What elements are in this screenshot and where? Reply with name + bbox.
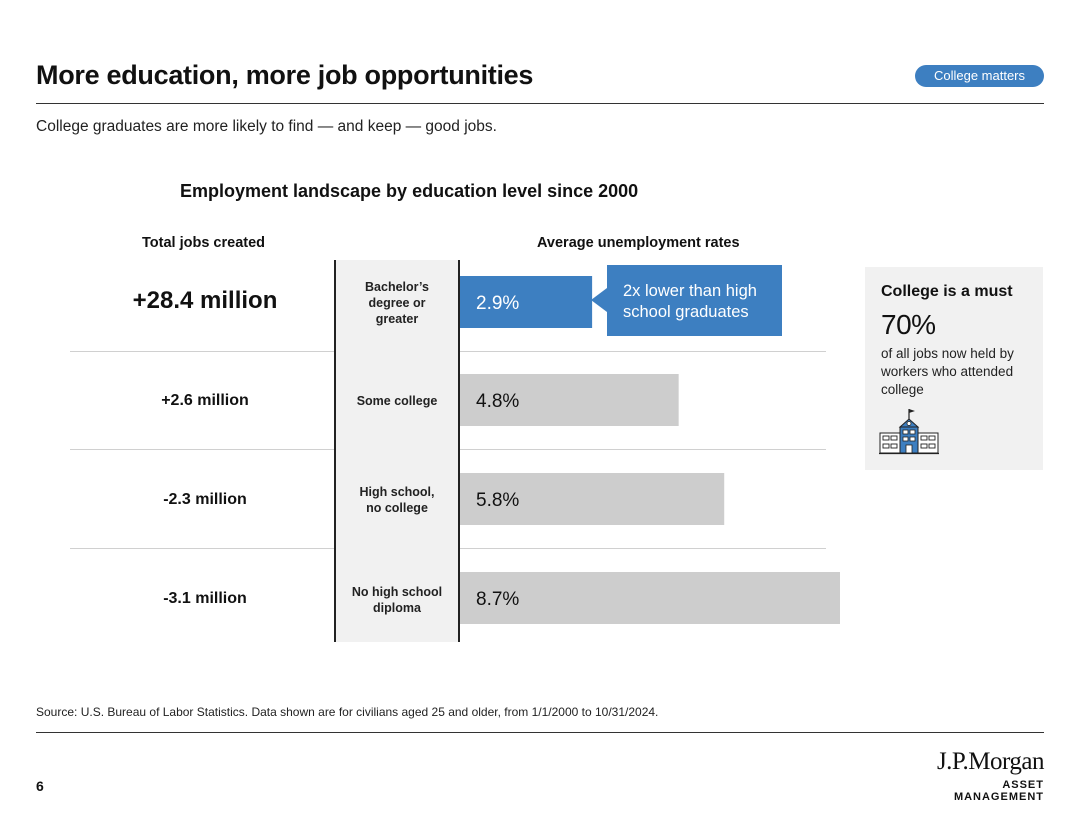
bar-label-3: 8.7% — [476, 589, 519, 610]
jobs-column-label: Total jobs created — [142, 235, 266, 251]
page-number: 6 — [36, 778, 44, 794]
bar-0 — [460, 276, 593, 328]
bar-2 — [460, 473, 725, 525]
bar-label-0: 2.9% — [476, 293, 519, 314]
logo-wordmark: J.P.Morgan — [936, 748, 1045, 775]
school-building-icon — [879, 409, 939, 455]
category-label-high-school: High school, no college — [359, 485, 435, 515]
section-badge: College matters — [915, 65, 1044, 87]
page-title: More education, more job opportunities — [36, 60, 534, 90]
page-subtitle: College graduates are more likely to fin… — [36, 118, 497, 135]
bar-label-2: 5.8% — [476, 490, 519, 511]
category-label-bachelors: Bachelor’s degree or greater — [365, 280, 429, 326]
panel-stat: 70% — [881, 309, 936, 340]
category-label-no-diploma: No high school diploma — [351, 585, 443, 615]
college-stat-panel: College is a must 70% of all jobs now he… — [865, 267, 1043, 470]
bar-1 — [460, 374, 679, 426]
source-note: Source: U.S. Bureau of Labor Statistics.… — [36, 705, 659, 719]
bachelors-callout: 2x lower than high school graduates — [607, 265, 782, 336]
bar-label-1: 4.8% — [476, 391, 519, 412]
jpmorgan-logo: J.P.Morgan ASSET MANAGEMENT — [924, 748, 1045, 803]
unemployment-column-label: Average unemployment rates — [537, 235, 740, 251]
chart-title: Employment landscape by education level … — [180, 181, 639, 201]
panel-text: of all jobs now held by workers who atte… — [881, 346, 1014, 397]
callout-arrow — [591, 288, 607, 312]
footer-rule — [36, 732, 1044, 733]
category-label-some-college: Some college — [356, 394, 438, 408]
jobs-created-bachelors: +28.4 million — [132, 287, 278, 314]
education-level-column — [334, 260, 460, 642]
header-rule — [36, 103, 1044, 104]
logo-subtitle: ASSET MANAGEMENT — [953, 779, 1044, 803]
panel-title: College is a must — [881, 283, 1013, 300]
jobs-created-no-diploma: -3.1 million — [163, 590, 247, 607]
jobs-created-some-college: +2.6 million — [161, 392, 249, 409]
unemployment-bar-chart: 2.9% 4.8% 5.8% 8.7% — [460, 276, 840, 624]
jobs-created-high-school: -2.3 million — [163, 491, 247, 508]
bar-3 — [460, 572, 840, 624]
